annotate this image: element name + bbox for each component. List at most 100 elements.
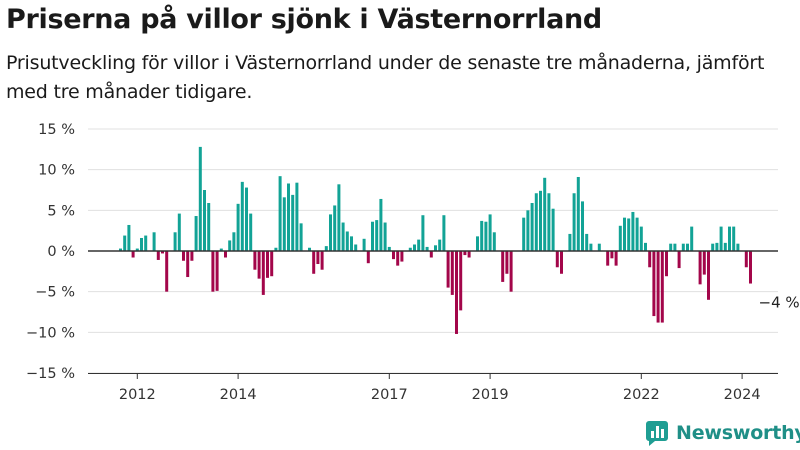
y-tick-label: −10 % — [26, 325, 75, 341]
bar — [261, 251, 265, 295]
bar — [173, 232, 177, 251]
bar — [341, 222, 345, 251]
bar — [135, 248, 139, 251]
bar — [631, 211, 635, 251]
bar — [530, 203, 534, 251]
bar — [455, 251, 458, 334]
bar — [354, 244, 358, 251]
bar — [383, 222, 387, 251]
bar — [702, 251, 706, 275]
bar — [316, 251, 320, 265]
bar — [547, 193, 551, 251]
bar — [211, 251, 215, 292]
bar — [509, 251, 513, 292]
bars — [119, 146, 752, 334]
bar — [719, 226, 723, 251]
bar — [152, 232, 156, 251]
bar — [236, 203, 240, 251]
bar — [278, 176, 282, 251]
bar — [320, 251, 324, 270]
bar — [375, 220, 379, 251]
brand-name: Newsworthy — [676, 422, 800, 444]
x-tick-label: 2024 — [724, 387, 761, 403]
bar — [715, 242, 719, 251]
y-tick-label: 0 % — [47, 244, 75, 260]
bar — [581, 201, 584, 251]
bar — [711, 243, 715, 251]
x-tick-label: 2019 — [472, 387, 509, 403]
bar — [438, 239, 442, 251]
bar — [299, 223, 303, 251]
bar — [182, 251, 185, 261]
bar — [215, 251, 219, 291]
bar — [408, 247, 412, 251]
bar — [560, 251, 563, 274]
bar — [673, 243, 677, 251]
bar — [253, 251, 257, 270]
bar — [203, 190, 206, 251]
y-axis-tick-labels: 15 % 10 % 5 % 0 % −5 % −10 % −15 % — [26, 122, 75, 382]
bar — [198, 146, 202, 251]
bar — [429, 251, 433, 258]
bar — [572, 193, 576, 251]
bar — [677, 251, 681, 269]
bar — [282, 197, 286, 251]
bar — [623, 217, 626, 251]
y-tick-label: 15 % — [38, 122, 75, 138]
bar — [131, 251, 135, 258]
bar-chart-logo-icon — [646, 421, 668, 446]
bar — [312, 251, 316, 274]
bar — [291, 194, 295, 251]
bar — [421, 215, 425, 251]
bar — [249, 213, 253, 251]
bar — [744, 251, 748, 268]
bar — [156, 251, 160, 260]
bar — [295, 182, 299, 251]
bar — [177, 213, 181, 251]
bar — [194, 216, 198, 251]
bar — [324, 246, 328, 251]
bar — [690, 226, 694, 251]
bar — [119, 248, 122, 251]
bar — [568, 233, 572, 251]
bar — [501, 251, 505, 282]
bar — [648, 251, 652, 268]
bar — [463, 251, 467, 256]
bar — [467, 251, 471, 258]
x-tick-label: 2014 — [220, 387, 257, 403]
bar — [635, 217, 639, 251]
bar — [144, 235, 148, 251]
bar — [450, 251, 454, 295]
bar — [228, 240, 232, 251]
bar — [589, 243, 593, 251]
bar — [749, 251, 752, 284]
x-tick-label: 2022 — [623, 387, 660, 403]
bar — [442, 215, 446, 251]
bar — [665, 251, 668, 277]
bar — [161, 251, 164, 254]
bar — [425, 246, 429, 251]
bar — [333, 205, 337, 251]
bar — [274, 247, 278, 251]
bar — [543, 177, 547, 251]
bar — [610, 251, 614, 259]
bar — [476, 236, 479, 251]
bar — [123, 235, 127, 251]
bar — [597, 243, 601, 251]
bar — [555, 251, 559, 268]
bar — [505, 251, 509, 274]
bar — [266, 251, 269, 278]
bar — [644, 242, 647, 251]
y-tick-label: −15 % — [26, 366, 75, 382]
bar — [140, 237, 143, 251]
y-tick-label: 10 % — [38, 163, 75, 179]
bar — [614, 251, 618, 266]
bar — [736, 243, 740, 251]
y-tick-label: −5 % — [35, 285, 75, 301]
x-tick-label: 2012 — [119, 387, 156, 403]
bar — [723, 242, 727, 251]
bar — [618, 225, 622, 251]
bar — [287, 183, 290, 251]
bar — [308, 247, 311, 251]
